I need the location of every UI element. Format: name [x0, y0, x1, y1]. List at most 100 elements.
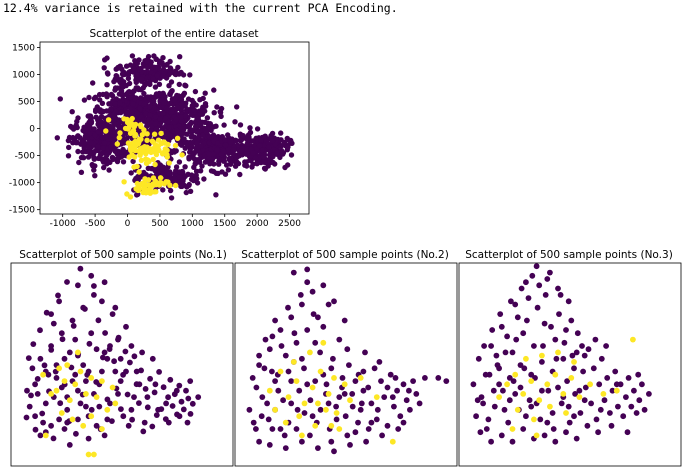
sample-point-class-0 — [129, 416, 136, 423]
sample-point-class-0 — [493, 352, 500, 359]
sample-point-class-0 — [136, 400, 142, 406]
point-class-0 — [183, 83, 189, 89]
point-class-0 — [243, 151, 250, 157]
sample-point-class-1 — [555, 349, 561, 356]
point-class-0 — [112, 87, 118, 93]
point-class-0 — [194, 129, 200, 135]
sample-point-class-1 — [75, 349, 81, 356]
point-class-0 — [222, 142, 229, 148]
sample-point-class-0 — [151, 389, 158, 396]
sample-point-class-0 — [400, 419, 407, 426]
sample-1-frame — [10, 262, 234, 467]
sample-point-class-1 — [539, 352, 545, 359]
sample-point-class-1 — [389, 438, 396, 445]
point-class-1 — [136, 136, 142, 142]
sample-point-class-0 — [646, 391, 652, 397]
x-tick-label: 1500 — [213, 219, 236, 229]
point-class-0 — [202, 108, 208, 114]
sample-point-class-0 — [394, 387, 400, 394]
sample-point-class-0 — [346, 362, 352, 368]
sample-point-class-0 — [389, 394, 396, 400]
sample-point-class-0 — [536, 282, 543, 289]
sample-point-class-0 — [109, 418, 115, 424]
point-class-1 — [124, 191, 130, 197]
sample-point-class-0 — [477, 429, 484, 436]
sample-point-class-1 — [58, 410, 65, 416]
sample-point-class-1 — [91, 451, 97, 458]
sample-point-class-0 — [30, 341, 37, 347]
sample-point-class-0 — [40, 419, 46, 426]
point-class-0 — [99, 100, 106, 107]
point-class-1 — [148, 189, 155, 195]
point-class-1 — [150, 148, 156, 155]
sample-point-class-0 — [352, 429, 359, 436]
sample-point-class-1 — [109, 384, 116, 391]
point-class-0 — [222, 137, 228, 143]
point-class-0 — [181, 136, 187, 142]
point-class-0 — [200, 132, 206, 138]
sample-point-class-1 — [531, 416, 537, 423]
point-class-0 — [172, 175, 178, 181]
point-class-0 — [191, 107, 198, 114]
sample-point-class-0 — [590, 365, 597, 372]
sample-point-class-0 — [104, 355, 111, 362]
point-class-1 — [103, 128, 109, 134]
point-class-0 — [90, 80, 96, 86]
point-class-0 — [217, 109, 224, 116]
point-class-0 — [144, 59, 150, 65]
point-class-0 — [159, 166, 165, 172]
point-class-0 — [115, 64, 121, 71]
point-class-0 — [220, 148, 226, 154]
sample-point-class-0 — [93, 346, 100, 353]
sample-point-class-0 — [48, 311, 54, 317]
point-class-1 — [155, 137, 162, 143]
sample-point-class-0 — [265, 416, 272, 423]
sample-point-class-0 — [482, 371, 489, 378]
point-class-0 — [117, 100, 123, 106]
sample-point-class-0 — [88, 272, 95, 279]
point-class-0 — [177, 54, 183, 60]
point-class-0 — [153, 64, 159, 71]
sample-point-class-0 — [341, 317, 348, 324]
sample-point-class-0 — [269, 426, 276, 432]
point-class-1 — [136, 169, 142, 175]
sample-point-class-0 — [282, 352, 289, 359]
sample-point-class-0 — [403, 397, 410, 404]
point-class-0 — [160, 187, 166, 193]
point-class-0 — [242, 162, 248, 168]
sample-point-class-1 — [496, 394, 502, 400]
sample-point-class-0 — [100, 354, 106, 361]
sample-3-title: Scatterplot of 500 sample points (No.3) — [465, 249, 673, 261]
sample-point-class-0 — [155, 406, 162, 413]
sample-point-class-0 — [358, 400, 365, 407]
sample-point-class-0 — [580, 368, 586, 375]
point-class-0 — [77, 135, 83, 141]
point-class-1 — [132, 131, 139, 138]
sample-point-class-0 — [596, 381, 603, 388]
point-class-0 — [166, 83, 172, 89]
point-class-0 — [154, 73, 160, 79]
point-class-0 — [163, 115, 169, 121]
sample-point-class-0 — [571, 413, 577, 420]
sample-point-class-0 — [569, 352, 576, 359]
sample-1-title: Scatterplot of 500 sample points (No.1) — [19, 249, 227, 261]
sample-point-class-0 — [173, 387, 180, 394]
sample-point-class-0 — [636, 397, 643, 404]
point-class-0 — [215, 170, 221, 177]
sample-point-class-0 — [261, 365, 268, 372]
sample-point-class-0 — [560, 355, 567, 362]
sample-point-class-1 — [293, 378, 300, 384]
sample-point-class-0 — [147, 375, 154, 382]
sample-point-class-0 — [365, 426, 372, 432]
sample-point-class-0 — [24, 387, 30, 394]
sample-point-class-0 — [531, 343, 537, 349]
main-scatterplot: Scatterplot of the entire dataset -1000-… — [9, 28, 310, 229]
x-tick-label: 500 — [151, 219, 168, 229]
sample-point-class-0 — [101, 349, 108, 356]
sample-point-class-0 — [475, 355, 482, 362]
point-class-0 — [131, 66, 137, 72]
sample-point-class-0 — [496, 365, 502, 372]
point-class-0 — [222, 171, 229, 177]
point-class-0 — [110, 156, 116, 162]
point-class-0 — [130, 101, 136, 107]
